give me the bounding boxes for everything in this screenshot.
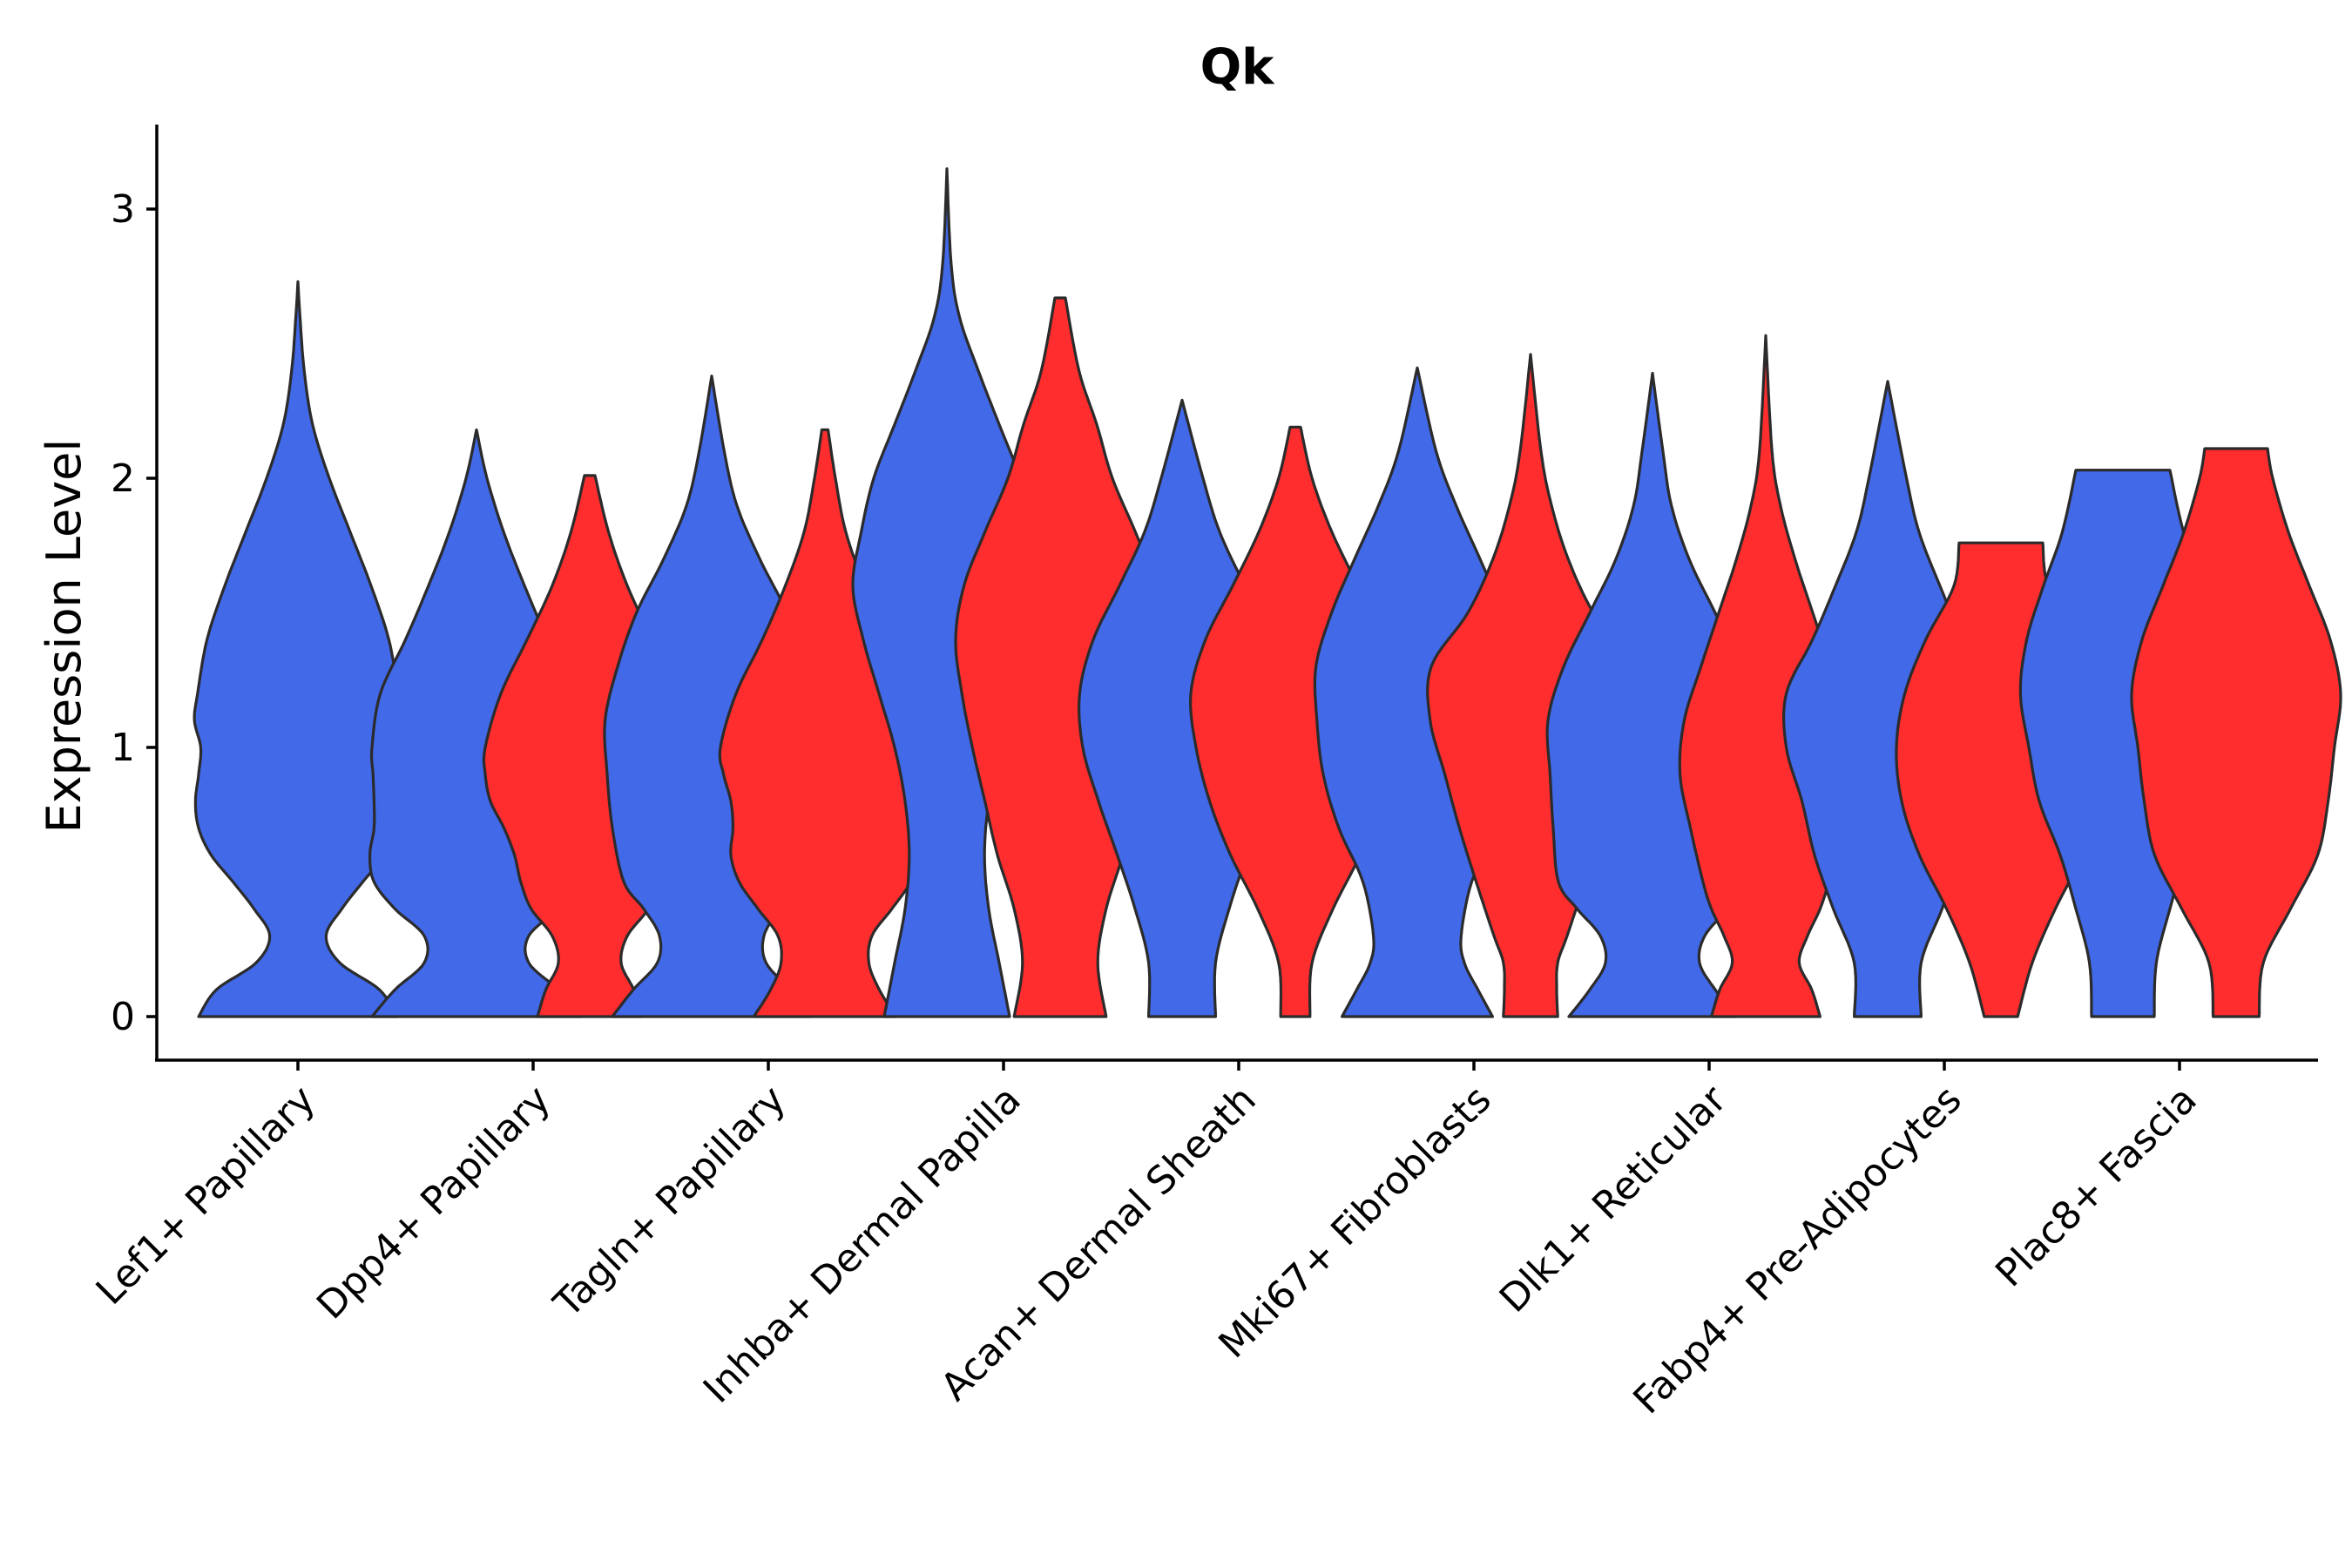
y-axis-label: Expression Level	[37, 439, 91, 834]
y-tick-label: 1	[111, 726, 135, 770]
x-tick-label: Plac8+ Fascia	[1987, 1078, 2206, 1296]
x-tick-label: Tagln+ Papillary	[545, 1078, 794, 1327]
x-tick-label: Dlk1+ Reticular	[1491, 1077, 1736, 1321]
x-tick-label: Mki67+ Fibroblasts	[1210, 1078, 1499, 1367]
chart-title: Qk	[1200, 39, 1276, 96]
violin-9-group-2	[2130, 447, 2342, 1018]
violin-layer	[193, 167, 2342, 1018]
violin-1-group-1	[193, 280, 403, 1018]
x-tick-label: Lef1+ Papillary	[88, 1078, 324, 1314]
y-tick-label: 0	[111, 995, 135, 1039]
y-axis-ticks: 0 1 2 3	[111, 187, 157, 1039]
y-tick-label: 3	[111, 187, 135, 232]
x-tick-label: Dpp4+ Papillary	[308, 1078, 559, 1328]
y-tick-label: 2	[111, 456, 135, 501]
violin-7-group-2	[1678, 334, 1854, 1018]
